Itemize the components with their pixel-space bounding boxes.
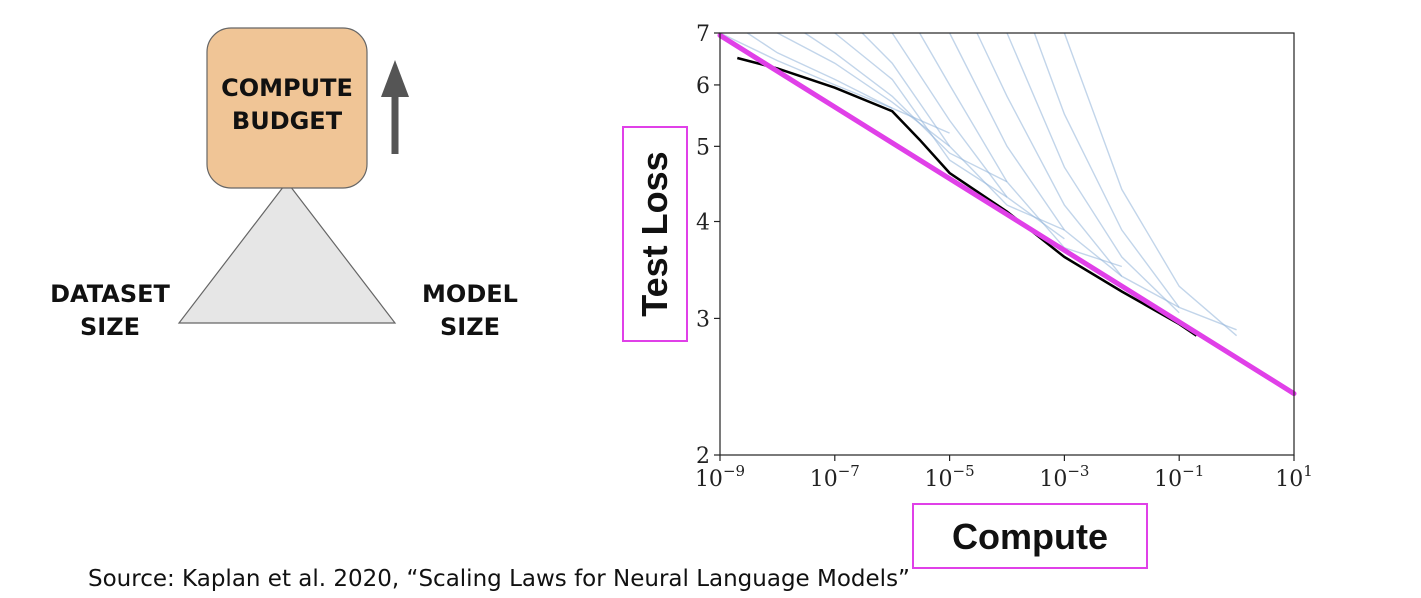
x-tick-label: 101 [1275, 462, 1313, 492]
budget-triangle [177, 181, 397, 324]
training-run-line [1063, 32, 1238, 337]
model-size-label: MODEL SIZE [400, 278, 540, 344]
training-run-line [834, 32, 1008, 198]
source-citation: Source: Kaplan et al. 2020, “Scaling Law… [88, 566, 910, 592]
optimal-frontier [736, 56, 1198, 337]
x-tick-label: 10−1 [1154, 462, 1204, 492]
dataset-size-label: DATASET SIZE [40, 278, 180, 344]
y-tick-label: 2 [696, 444, 710, 469]
training-run-line [804, 32, 1008, 183]
model-size-label-line: MODEL SIZE [422, 280, 518, 341]
y-axis-label-highlight [622, 126, 688, 342]
training-runs [719, 32, 1238, 337]
x-tick-label: 10−9 [695, 462, 745, 492]
x-axis-ticks: 10−9 10−7 10−5 10−3 10−1 101 [695, 455, 1313, 492]
compute-budget-label-line: COMPUTE BUDGET [221, 74, 353, 135]
compute-budget-box [206, 27, 368, 189]
x-axis-label-highlight [912, 503, 1148, 569]
y-tick-label: 6 [696, 74, 710, 99]
training-run-line [719, 32, 893, 109]
training-run-line [948, 32, 1123, 277]
x-tick-label: 10−7 [810, 462, 860, 492]
training-run-line [861, 32, 1065, 231]
training-run-line [1033, 32, 1237, 331]
plot-frame [719, 32, 1295, 456]
training-run-line [918, 32, 1123, 268]
training-run-line [976, 32, 1180, 309]
fit-line-group [717, 32, 1297, 397]
y-tick-label: 3 [696, 307, 710, 332]
training-run-line [891, 32, 1065, 240]
power-law-fit-line [717, 32, 1297, 397]
up-arrow-icon [381, 60, 409, 154]
y-tick-label: 4 [696, 211, 710, 236]
y-axis-ticks: 2 3 4 5 6 7 [696, 22, 720, 469]
x-tick-label: 10−3 [1039, 462, 1089, 492]
compute-budget-diagram [177, 27, 409, 324]
training-run-line [1006, 32, 1180, 314]
x-tick-label: 10−5 [925, 462, 975, 492]
x-axis-label: Compute [952, 516, 1108, 557]
compute-budget-label: COMPUTE BUDGET [207, 72, 367, 138]
dataset-size-label-line: DATASET SIZE [50, 280, 170, 341]
optimal-curve-line [736, 56, 1198, 337]
y-axis-label: Test Loss [634, 151, 675, 317]
y-tick-label: 5 [696, 135, 710, 160]
y-tick-label: 7 [696, 22, 710, 47]
